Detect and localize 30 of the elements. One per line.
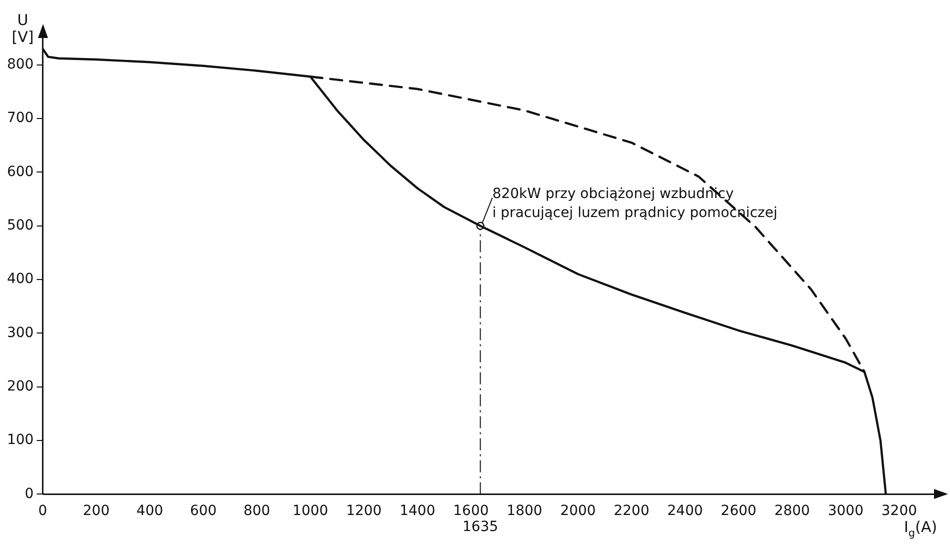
y-tick-label: 600 (6, 164, 34, 180)
ref-line-label: 1635 (462, 518, 498, 535)
x-tick-label: 800 (243, 503, 270, 520)
line-series (309, 76, 866, 373)
x-tick-label: 1200 (346, 503, 382, 520)
x-tick-label: 1800 (506, 503, 542, 520)
y-tick-label: 300 (6, 324, 34, 341)
y-tick-label: 100 (6, 432, 34, 448)
x-tick-label: 600 (190, 503, 217, 520)
x-tick-label: 2400 (667, 503, 703, 520)
x-tick-label: 2000 (560, 503, 596, 520)
x-tick-label: 0 (38, 503, 48, 520)
y-tick-label: 700 (6, 110, 34, 126)
y-tick-label: 0 (24, 486, 34, 502)
y-tick-label: 800 (6, 56, 34, 72)
x-tick-label: 400 (136, 503, 164, 520)
x-tick-label: 200 (82, 503, 110, 520)
x-tick-label: 1000 (292, 503, 328, 520)
y-axis-title: U [V] (12, 11, 34, 46)
y-tick-label: 500 (6, 217, 34, 234)
x-tick-label: 2600 (720, 503, 756, 520)
x-tick-label: 2200 (614, 503, 650, 520)
x-tick-label: 3000 (828, 503, 864, 520)
x-tick-label: 1600 (453, 503, 489, 520)
x-tick-label: 3200 (881, 503, 918, 520)
x-tick-label: 1400 (400, 503, 436, 520)
y-tick-label: 200 (6, 378, 34, 394)
annotation: 820kW przy obciążonej wzbudnicy i pracującej luzem prądnicy pomocniczej (492, 186, 778, 221)
x-tick-label: 2800 (774, 503, 810, 520)
y-tick-label: 400 (6, 271, 34, 288)
